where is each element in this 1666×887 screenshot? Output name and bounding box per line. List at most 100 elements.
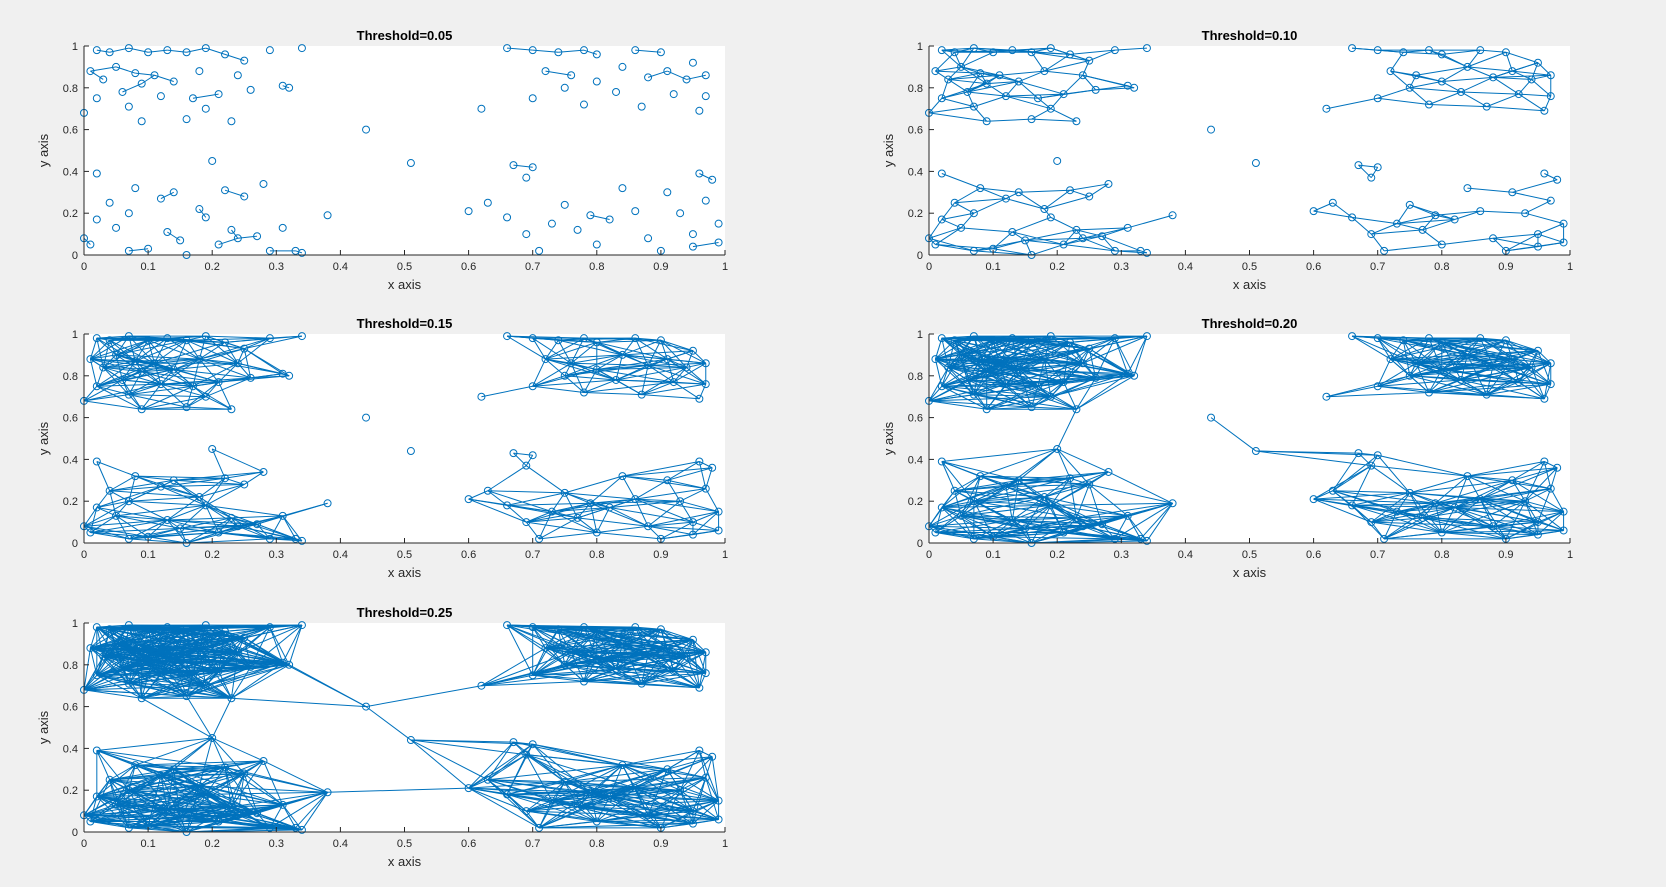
edge-line [635,337,694,352]
edge-line [506,743,534,795]
data-point [477,681,486,690]
data-point [522,807,531,816]
data-point [1527,75,1536,84]
edge-line [973,538,1032,543]
edge-line [1441,529,1564,534]
data-point [1508,355,1517,364]
edge-line [1422,218,1455,231]
edge-line [1505,339,1539,352]
edge-line [1505,51,1539,64]
edge-line [1012,231,1026,241]
edge-line [1332,490,1410,494]
edge-line [551,764,623,802]
edge-line [1082,74,1128,87]
data-point [541,355,550,364]
data-point [92,792,101,801]
data-point [297,44,306,53]
edge-line [947,354,962,368]
data-point [1322,104,1331,113]
edge-line [269,624,302,628]
data-point [86,528,95,537]
data-point [688,518,697,527]
edge-line [1101,235,1141,252]
edge-line [647,789,681,816]
edge-line [1012,519,1064,534]
edge-line [960,515,1032,543]
edge-line [1255,450,1372,467]
edge-line [960,354,975,395]
data-point [937,94,946,103]
edge-line [692,511,719,536]
data-point [931,67,940,76]
edge-line [960,504,1051,517]
edge-line [224,630,283,664]
data-point [137,79,146,88]
edge-line [487,741,514,781]
edge-line [186,695,232,699]
edge-line [115,515,130,540]
data-point [1482,102,1491,111]
data-point [618,350,627,359]
edge-line [1076,517,1116,540]
data-point [1412,71,1421,80]
edge-line [1403,49,1430,53]
edge-line [679,488,706,502]
data-point [1328,486,1337,495]
edge-line [154,339,187,364]
x-tick-label: 1 [1567,261,1573,273]
edge-line [180,517,232,529]
edge-line [89,647,98,676]
edge-line [186,695,213,739]
edge-line [1082,335,1148,364]
edge-line [1012,216,1051,233]
data-point [214,90,223,99]
data-point [969,246,978,255]
edge-line [941,461,975,502]
edge-line [160,358,200,385]
edge-line [1095,373,1128,379]
edge-line [1005,93,1064,97]
y-tick-label: 0 [72,250,78,262]
edge-line [199,760,264,787]
data-point [937,169,946,178]
data-point [1405,83,1414,92]
data-point [1514,378,1523,387]
edge-line [1467,475,1481,500]
edge-line [90,628,149,649]
data-point [1482,390,1491,399]
edge-line [1524,467,1558,502]
data-point [1066,474,1075,483]
x-tick-label: 1 [722,549,728,561]
edge-line [960,51,994,68]
edge-line [1146,503,1173,542]
edge-line [564,643,623,666]
edge-line [935,527,1026,534]
edge-line [641,672,706,685]
edge-line [577,517,598,533]
edge-line [269,538,302,542]
data-point [208,156,217,165]
x-tick-label: 0.9 [1498,549,1513,561]
data-point [1059,240,1068,249]
data-point [233,71,242,80]
edge-line [1537,511,1564,536]
edge-line [269,626,290,666]
edge-line [532,629,559,676]
edge-line [205,377,251,398]
edge-line [103,366,174,371]
data-point [201,44,210,53]
edge-line [1492,237,1507,252]
edge-line [96,768,174,797]
data-point [1168,211,1177,220]
edge-line [1056,448,1090,485]
edge-line [205,666,251,687]
edge-line [1505,534,1539,540]
edge-line [557,340,572,364]
edge-line [1396,218,1455,225]
data-point [169,476,178,485]
edge-line [224,767,239,816]
edge-line [487,465,527,492]
data-point [535,246,544,255]
data-point [124,246,133,255]
edge-line [1012,519,1026,529]
